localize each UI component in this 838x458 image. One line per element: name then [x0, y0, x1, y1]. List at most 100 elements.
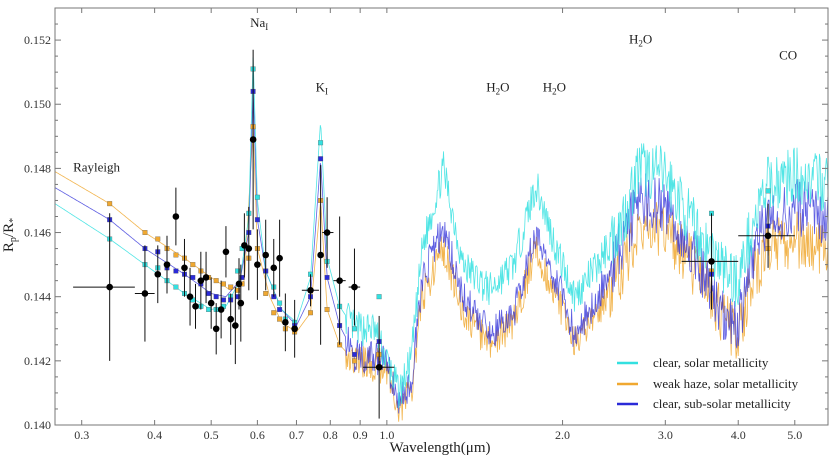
- data-point: [708, 258, 715, 265]
- data-point: [375, 363, 383, 371]
- data-point: [317, 251, 324, 259]
- data-point: [249, 136, 257, 143]
- annotation-label: CO: [779, 47, 797, 62]
- binned-point: [213, 278, 219, 284]
- data-point: [154, 270, 162, 278]
- observation: [192, 283, 199, 329]
- data-point: [212, 325, 220, 333]
- observation: [232, 287, 239, 365]
- data-point: [217, 306, 225, 313]
- observation: [181, 238, 188, 297]
- observation: [362, 315, 395, 419]
- data-point: [262, 251, 270, 259]
- y-tick-label: 0.146: [24, 226, 51, 240]
- binned-point: [277, 316, 283, 322]
- binned-point: [173, 284, 179, 290]
- binned-point: [318, 140, 324, 146]
- observation: [317, 165, 324, 345]
- data-point: [764, 232, 772, 240]
- observation: [217, 280, 225, 339]
- observation: [348, 248, 361, 326]
- x-tick-label: 3.0: [658, 428, 673, 442]
- observation: [222, 226, 230, 278]
- x-tick-label: 0.4: [147, 428, 162, 442]
- binned-point: [324, 274, 330, 280]
- observation: [245, 206, 253, 291]
- observation: [738, 203, 795, 268]
- binned-point: [254, 217, 260, 223]
- observation: [276, 219, 283, 297]
- legend: clear, solar metallicity weak haze, sola…: [617, 355, 799, 411]
- observation: [134, 245, 155, 342]
- y-tick-label: 0.142: [24, 354, 51, 368]
- x-tick-label: 0.8: [323, 428, 338, 442]
- data-point: [186, 293, 194, 300]
- x-tick-label: 0.9: [353, 428, 368, 442]
- observation: [163, 235, 171, 294]
- observation: [237, 264, 245, 342]
- x-tick-label: 1.0: [379, 428, 394, 442]
- x-axis-label: Wavelength(μm): [390, 440, 491, 456]
- observation: [333, 216, 346, 345]
- binned-point: [228, 284, 234, 290]
- binned-point: [352, 358, 357, 364]
- binned-point: [277, 307, 283, 312]
- binned-point: [221, 281, 226, 287]
- data-point: [232, 322, 239, 329]
- observation: [186, 267, 194, 326]
- data-point: [163, 261, 171, 268]
- data-point: [270, 264, 278, 272]
- x-tick-label: 0.3: [74, 428, 89, 442]
- observation: [282, 293, 289, 352]
- binned-point: [221, 297, 226, 303]
- observation: [73, 213, 135, 361]
- binned-point: [206, 291, 212, 296]
- y-tick-label: 0.144: [24, 290, 51, 304]
- data-point: [282, 319, 289, 326]
- data-point: [307, 286, 314, 294]
- binned-point: [173, 252, 179, 258]
- data-point: [106, 283, 113, 291]
- data-point: [336, 277, 343, 284]
- binned-point: [318, 156, 324, 162]
- x-tick-label: 0.6: [250, 428, 265, 442]
- binned-point: [190, 274, 196, 280]
- data-point: [141, 290, 149, 297]
- observation: [249, 49, 257, 230]
- binned-point: [765, 188, 771, 194]
- data-point: [192, 303, 199, 310]
- x-tick-label: 0.5: [204, 428, 219, 442]
- observed-data-points: [73, 49, 795, 419]
- data-point: [245, 245, 253, 252]
- legend-label: clear, sub-solar metallicity: [653, 396, 791, 411]
- data-point: [202, 274, 210, 281]
- observation: [681, 213, 739, 310]
- annotations: Rayleigh NaI KI H2O H2O H2O CO: [73, 15, 797, 174]
- binned-point: [206, 307, 212, 312]
- y-tick-label: 0.140: [24, 418, 51, 432]
- binned-model-points: [107, 66, 771, 364]
- x-tick-label: 4.0: [731, 428, 746, 442]
- observation: [154, 245, 162, 304]
- data-point: [276, 254, 283, 262]
- data-point: [222, 248, 230, 256]
- y-tick-label: 0.148: [24, 161, 51, 175]
- binned-point: [271, 310, 277, 316]
- y-axis-label: Rp/R*: [1, 218, 19, 252]
- data-point: [227, 315, 234, 323]
- data-point: [197, 277, 205, 284]
- observation: [291, 299, 298, 358]
- binned-point: [263, 291, 269, 296]
- y-tick-label: 0.152: [24, 33, 51, 47]
- binned-point: [324, 307, 330, 312]
- binned-point: [173, 268, 179, 274]
- binned-point: [190, 262, 196, 268]
- x-tick-label: 5.0: [787, 428, 802, 442]
- data-point: [172, 213, 180, 220]
- binned-point: [107, 201, 113, 207]
- legend-label: clear, solar metallicity: [653, 355, 769, 370]
- observation: [202, 251, 210, 304]
- annotation-label: NaI: [250, 15, 268, 32]
- binned-point: [352, 326, 357, 332]
- binned-point: [277, 300, 283, 306]
